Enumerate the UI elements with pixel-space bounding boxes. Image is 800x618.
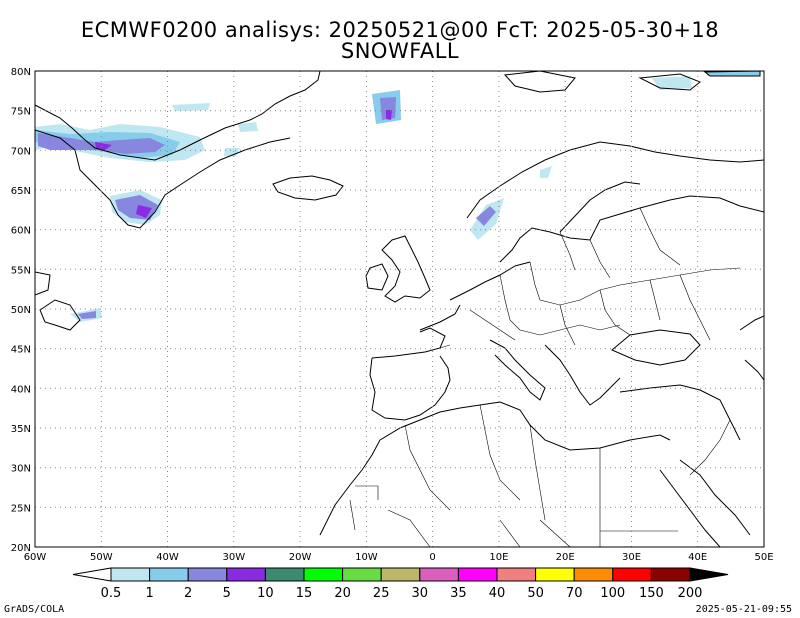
- lon-label-20w: 20W: [289, 552, 312, 563]
- lon-label-60w: 60W: [24, 552, 47, 563]
- colorbar-box: [110, 567, 151, 582]
- lat-label-75n: 75N: [11, 107, 31, 118]
- colorbar-label: 15: [296, 586, 313, 601]
- map-title: ECMWF0200 analisys: 20250521@00 FcT: 202…: [80, 18, 720, 42]
- footer-credit: GrADS/COLA: [4, 604, 65, 615]
- colorbar-box: [303, 567, 344, 582]
- lat-label-30n: 30N: [11, 464, 31, 475]
- map-frame: [34, 70, 765, 548]
- lat-label-20n: 20N: [11, 543, 31, 554]
- colorbar-box: [342, 567, 382, 582]
- snowfall-shading: [35, 71, 760, 322]
- lat-label-45n: 45N: [11, 345, 31, 356]
- colorbar-box: [264, 567, 305, 582]
- lat-label-70n: 70N: [11, 146, 31, 157]
- lon-label-30e: 30E: [622, 552, 641, 563]
- colorbar-label: 20: [334, 586, 351, 601]
- map-subtitle: SNOWFALL: [340, 39, 460, 63]
- lat-label-35n: 35N: [11, 424, 31, 435]
- lat-labels: 80N 75N 70N 65N 60N 55N 50N 45N 40N 35N …: [11, 67, 31, 554]
- lon-labels: 60W 50W 40W 30W 20W 10W 0 10E 20E 30E 40…: [24, 552, 774, 563]
- lon-label-20e: 20E: [556, 552, 575, 563]
- colorbar-label: 70: [566, 586, 583, 601]
- lon-label-10w: 10W: [355, 552, 378, 563]
- colorbar-box: [187, 567, 228, 582]
- colorbar-label: 5: [223, 586, 231, 601]
- colorbar-label: 2: [184, 586, 192, 601]
- colorbar-box: [650, 567, 691, 582]
- lat-label-50n: 50N: [11, 305, 31, 316]
- colorbar-boxes: [72, 567, 729, 582]
- lon-label-30w: 30W: [222, 552, 245, 563]
- lon-label-0: 0: [429, 552, 435, 563]
- lon-label-50w: 50W: [90, 552, 113, 563]
- lon-label-40w: 40W: [156, 552, 179, 563]
- lon-label-10e: 10E: [489, 552, 508, 563]
- colorbar-label: 50: [527, 586, 544, 601]
- colorbar-box: [457, 567, 498, 582]
- colorbar-box: [496, 567, 537, 582]
- colorbar-box: [380, 567, 421, 582]
- colorbar-label: 1: [145, 586, 153, 601]
- lat-label-40n: 40N: [11, 384, 31, 395]
- lon-label-50e: 50E: [754, 552, 773, 563]
- colorbar-label: 200: [678, 586, 703, 601]
- colorbar-box: [573, 567, 614, 582]
- colorbar-box: [535, 567, 575, 582]
- lat-label-65n: 65N: [11, 186, 31, 197]
- lat-label-60n: 60N: [11, 226, 31, 237]
- colorbar-label: 30: [412, 586, 429, 601]
- colorbar-box: [612, 567, 652, 582]
- colorbar-max-triangle: [689, 567, 729, 582]
- colorbar-label: 40: [489, 586, 506, 601]
- lat-label-80n: 80N: [11, 67, 31, 78]
- lat-label-55n: 55N: [11, 265, 31, 276]
- colorbar-label: 150: [639, 586, 664, 601]
- colorbar-label: 0.5: [101, 586, 122, 601]
- colorbar-label: 25: [373, 586, 390, 601]
- colorbar-label: 10: [257, 586, 274, 601]
- colorbar-box: [149, 567, 189, 582]
- colorbar-label: 100: [600, 586, 625, 601]
- country-borders: [349, 207, 741, 547]
- colorbar-labels: 0.5 1 2 5 10 15 20 25 30 35 40 50 70 100 150 200: [101, 586, 703, 601]
- colorbar-label: 35: [450, 586, 467, 601]
- footer-timestamp: 2025-05-21-09:55: [695, 604, 792, 615]
- colorbar-box: [419, 567, 459, 582]
- lat-label-25n: 25N: [11, 503, 31, 514]
- lon-label-40e: 40E: [688, 552, 707, 563]
- colorbar-min-triangle: [72, 567, 112, 582]
- colorbar-box: [226, 567, 266, 582]
